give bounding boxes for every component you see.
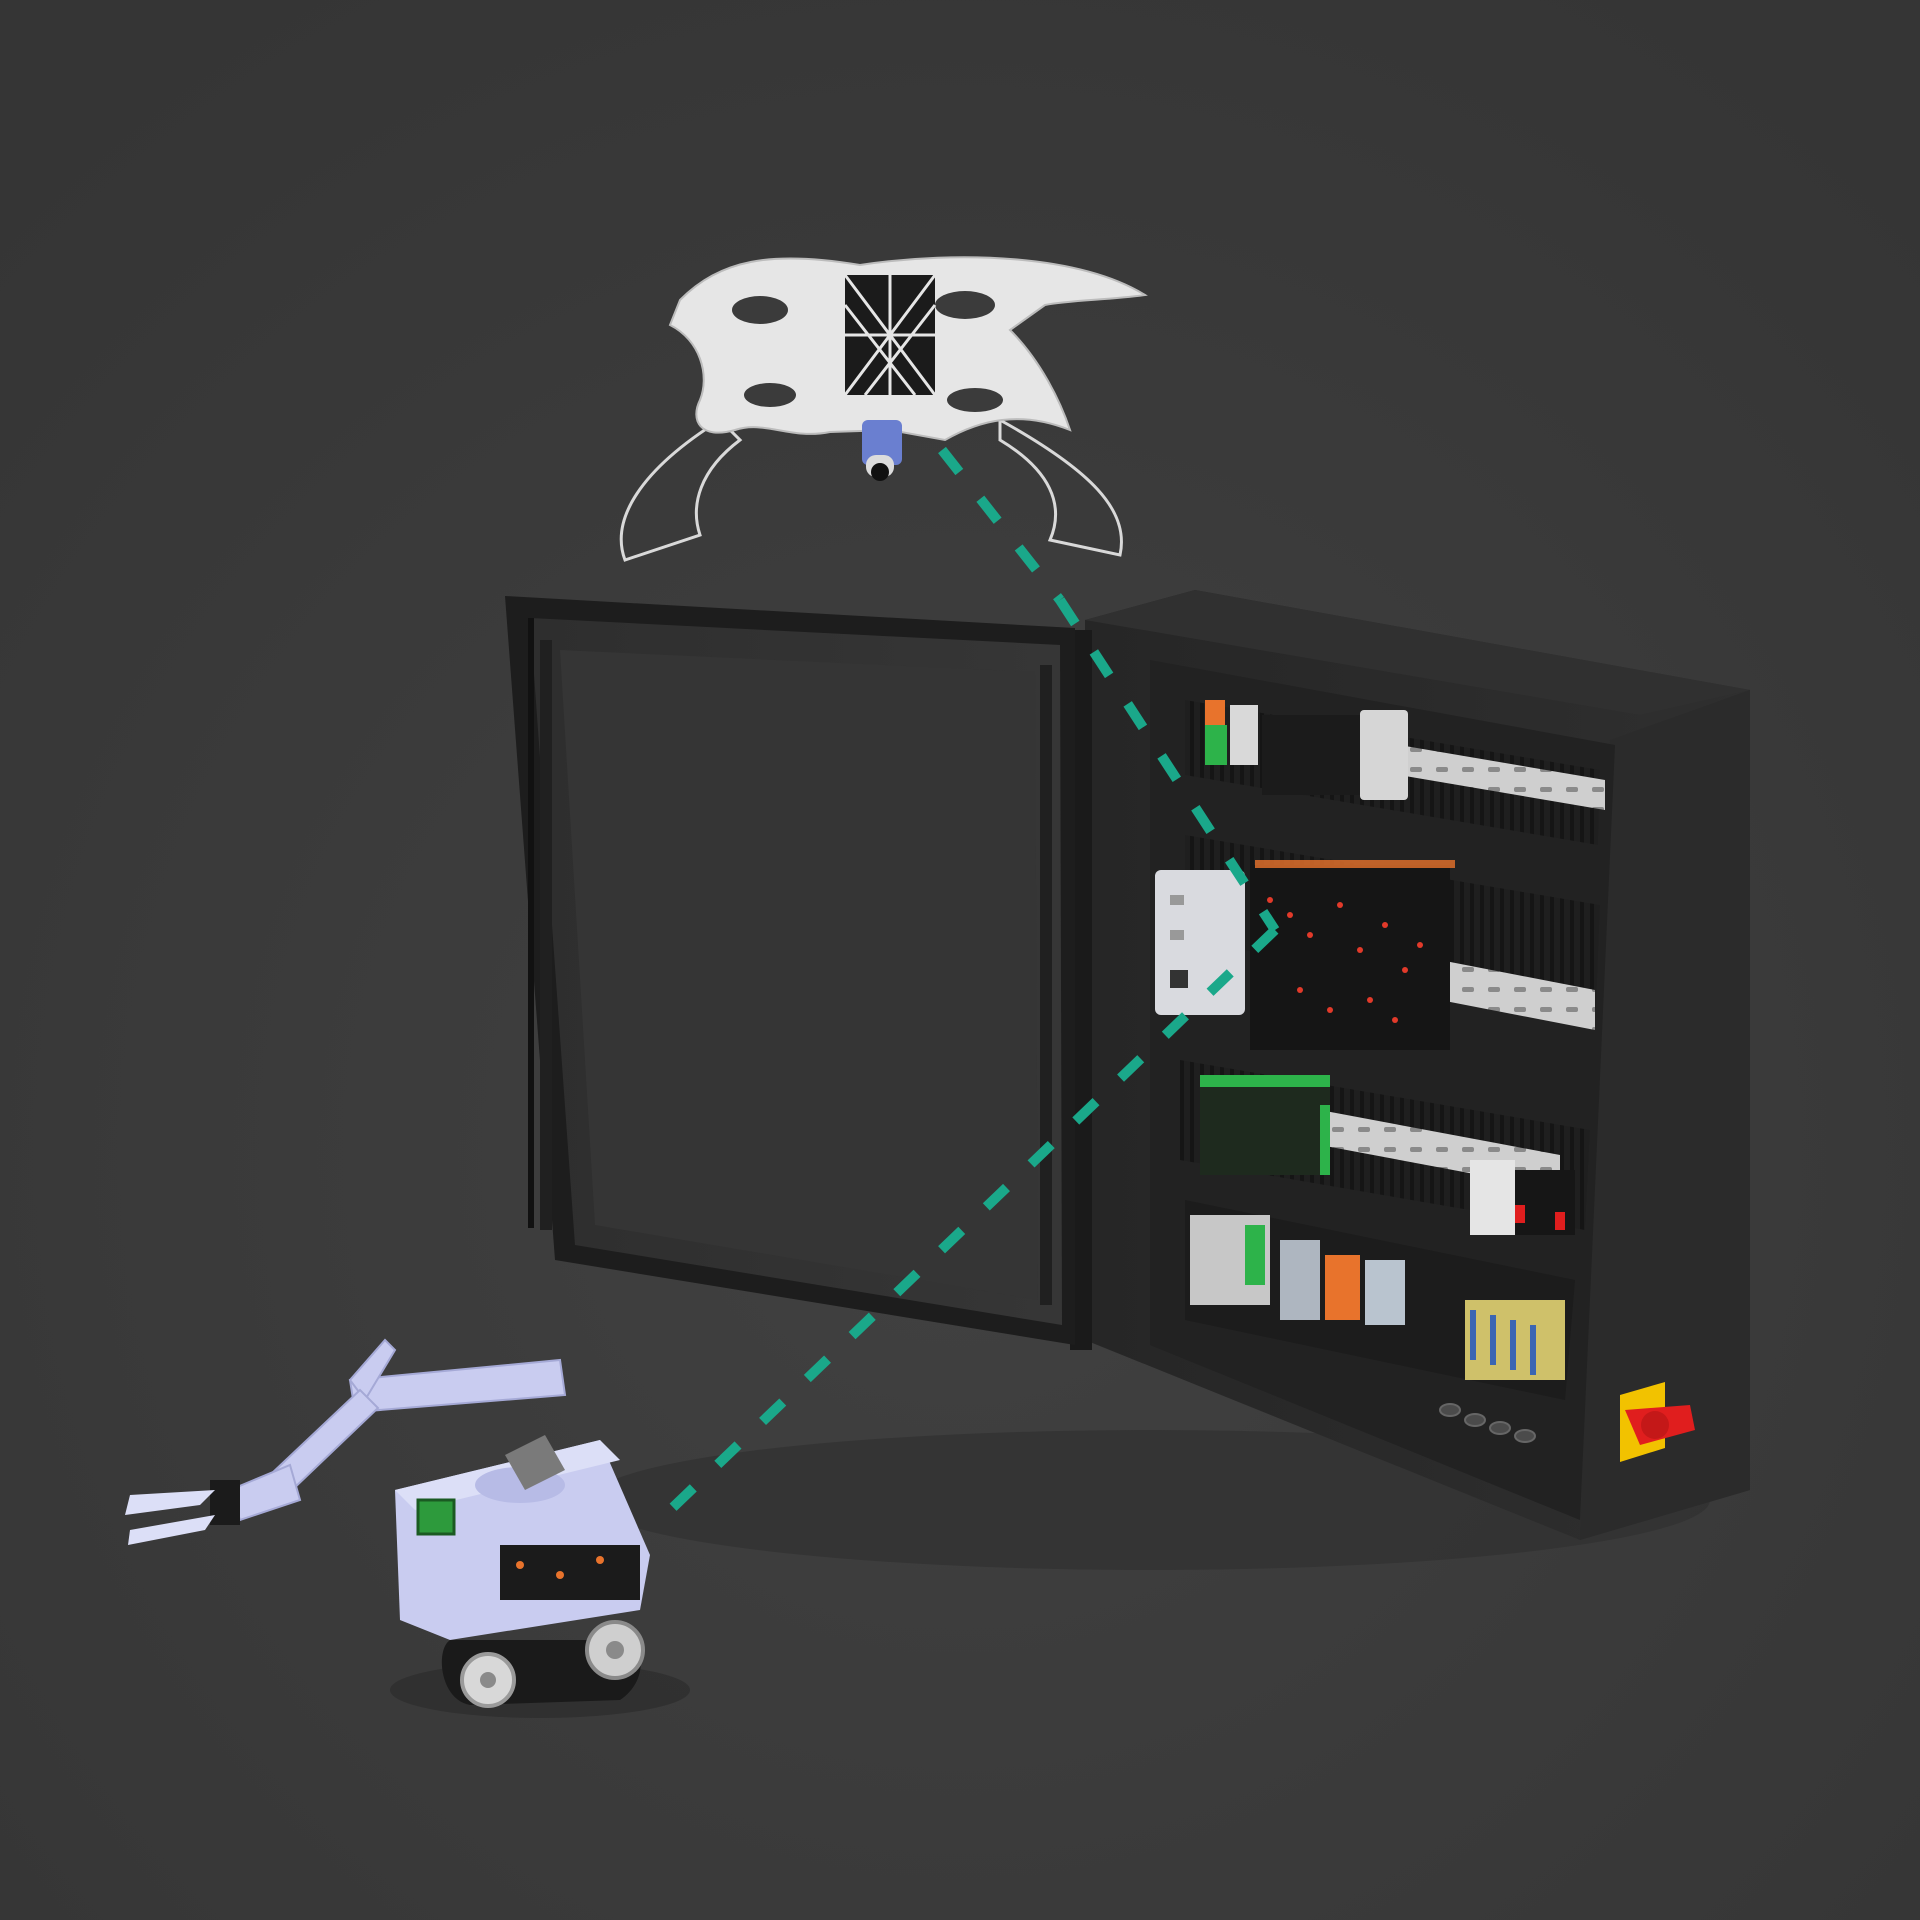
- drone-camera: [862, 420, 902, 481]
- main-disconnect-switch: [1620, 1382, 1695, 1462]
- drone-frame-cutouts: [732, 291, 1003, 412]
- robot-display: [416, 1498, 456, 1536]
- robot-servo: [505, 1435, 565, 1490]
- din-rail-row-1: [1185, 700, 1605, 845]
- tracked-robot-arm: [125, 1338, 650, 1708]
- robot-tracks: [441, 1620, 645, 1708]
- din-rail-row-3: [1180, 1060, 1590, 1235]
- robot-gripper: [125, 1480, 240, 1545]
- door-rail-left: [540, 640, 552, 1230]
- cabinet-hinge-edge: [1070, 630, 1092, 1350]
- drone-leg-left: [619, 418, 743, 562]
- wireless-link-cabinet-robot: [661, 926, 1279, 1519]
- cabinet-door: [505, 596, 1075, 1345]
- cabinet-right-face: [1580, 690, 1750, 1540]
- io-controller-module: [1155, 870, 1245, 1015]
- cable-glands: [1439, 1403, 1536, 1443]
- electrical-control-cabinet: [505, 590, 1750, 1540]
- module-green-power: [1200, 1075, 1330, 1175]
- terminal-block-row: [1185, 1200, 1575, 1400]
- module-green-terminal: [1205, 725, 1227, 765]
- circuit-breakers: [1470, 1160, 1515, 1235]
- door-seal: [528, 618, 534, 1228]
- wireless-link-drone-cabinet: [938, 446, 1280, 933]
- drone-center-lattice: [843, 274, 937, 396]
- door-rail-right: [1040, 665, 1052, 1305]
- quadcopter-drone: [619, 256, 1148, 562]
- drone-leg-right: [998, 417, 1123, 557]
- robot-circuit-board: [500, 1545, 640, 1600]
- cabinet-top: [1085, 590, 1750, 715]
- robot-arm: [228, 1338, 567, 1522]
- io-module-leds: [1267, 897, 1423, 1023]
